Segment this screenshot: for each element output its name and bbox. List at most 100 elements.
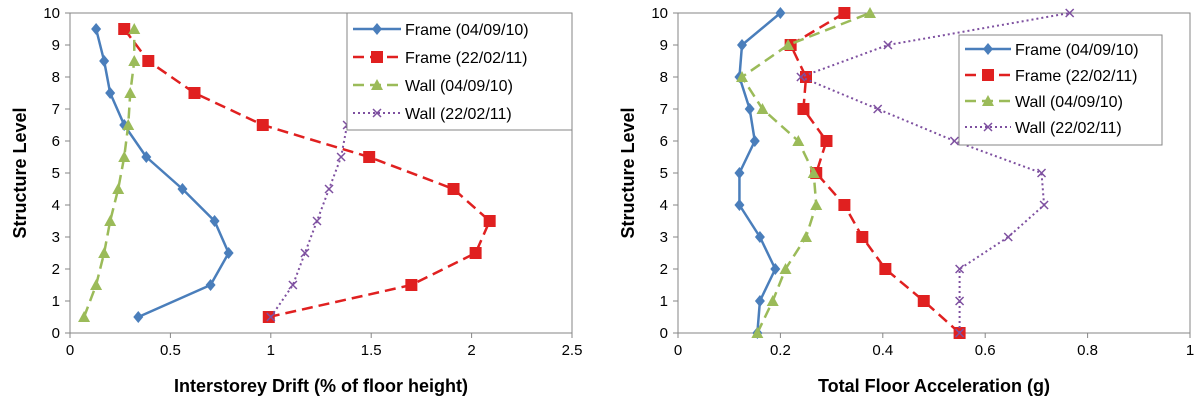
- x-tick-label: 0.5: [160, 342, 181, 359]
- data-point: [1065, 8, 1075, 18]
- data-point: [483, 215, 496, 227]
- series-line: [123, 28, 491, 319]
- data-point: [766, 295, 779, 306]
- x-tick-label: 1: [1186, 342, 1194, 359]
- legend-marker: [983, 43, 993, 55]
- x-tick-label: 0.4: [872, 342, 893, 359]
- y-tick-label: 4: [660, 197, 668, 214]
- data-point: [90, 279, 103, 290]
- data-point: [775, 7, 786, 19]
- data-point: [141, 151, 152, 163]
- data-point: [949, 136, 960, 146]
- y-tick-label: 6: [660, 133, 668, 150]
- legend-label: Wall (22/02/11): [1015, 120, 1122, 137]
- y-tick-label: 8: [52, 69, 60, 86]
- legend-marker: [372, 108, 382, 118]
- x-tick-label: 0: [674, 342, 682, 359]
- series-1: [91, 23, 234, 323]
- x-tick-label: 1.5: [361, 342, 382, 359]
- y-axis-title: Structure Level: [10, 107, 30, 238]
- data-point: [124, 87, 137, 98]
- data-point: [363, 151, 376, 163]
- y-tick-label: 9: [52, 37, 60, 54]
- series-3: [736, 7, 876, 338]
- y-tick-label: 0: [52, 325, 60, 342]
- x-tick-label: 2: [467, 342, 475, 359]
- x-tick-label: 2.5: [562, 342, 583, 359]
- y-tick-label: 7: [660, 101, 668, 118]
- x-axis-title: Total Floor Acceleration (g): [818, 376, 1050, 396]
- data-point: [734, 167, 745, 179]
- data-point: [751, 327, 764, 338]
- data-point: [78, 311, 91, 322]
- data-point: [288, 280, 298, 290]
- y-tick-label: 4: [52, 197, 60, 214]
- data-point: [112, 183, 125, 194]
- y-axis-title: Structure Level: [618, 107, 638, 238]
- data-point: [734, 199, 745, 211]
- series-line: [738, 12, 782, 334]
- data-point: [770, 263, 781, 275]
- data-point: [209, 215, 220, 227]
- data-point: [1003, 232, 1013, 242]
- data-point: [324, 184, 334, 194]
- y-tick-label: 2: [52, 261, 60, 278]
- data-point: [312, 216, 322, 226]
- series-3: [78, 23, 141, 322]
- y-tick-label: 10: [651, 5, 668, 22]
- data-point: [756, 103, 769, 114]
- data-point: [879, 263, 892, 275]
- legend-box: [346, 12, 573, 131]
- legend-label: Frame (04/09/10): [1015, 42, 1139, 59]
- y-tick-label: 9: [660, 37, 668, 54]
- series-2: [118, 23, 496, 323]
- data-point: [98, 247, 111, 258]
- legend-box: [958, 34, 1163, 146]
- legend-marker: [982, 95, 994, 106]
- series-line: [94, 28, 230, 319]
- y-tick-label: 3: [660, 229, 668, 246]
- series-1: [734, 7, 786, 339]
- data-point: [737, 39, 747, 51]
- legend: Frame (04/09/10) Frame (22/02/11) Wall (04…: [958, 34, 1163, 146]
- x-tick-label: 0.8: [1077, 342, 1098, 359]
- legend-marker: [372, 23, 382, 35]
- data-point: [838, 7, 851, 19]
- x-tick-label: 0.6: [975, 342, 996, 359]
- data-point: [1036, 168, 1047, 178]
- data-point: [336, 152, 346, 162]
- data-point: [128, 55, 141, 66]
- data-point: [744, 103, 755, 115]
- data-point: [856, 231, 869, 243]
- y-tick-label: 8: [660, 69, 668, 86]
- data-point: [133, 311, 144, 323]
- data-point: [792, 135, 805, 146]
- y-tick-label: 10: [43, 5, 60, 22]
- data-point: [779, 263, 792, 274]
- data-point: [91, 23, 102, 35]
- data-point: [796, 72, 806, 82]
- series-line: [740, 11, 871, 334]
- legend-marker: [371, 51, 383, 63]
- legend-marker: [982, 69, 994, 81]
- data-point: [105, 87, 116, 99]
- legend: Frame (04/09/10) Frame (22/02/11) Wall (04…: [346, 12, 573, 131]
- series-line: [82, 29, 136, 318]
- series-line: [789, 11, 961, 334]
- data-point: [300, 248, 310, 258]
- y-tick-label: 0: [660, 325, 668, 342]
- legend-label: Wall (04/09/10): [1015, 94, 1123, 111]
- data-point: [820, 135, 833, 147]
- y-tick-label: 6: [52, 133, 60, 150]
- data-point: [266, 312, 276, 322]
- data-point: [736, 71, 748, 82]
- data-point: [177, 183, 188, 195]
- data-point: [469, 247, 482, 259]
- y-tick-label: 7: [52, 101, 60, 118]
- data-point: [99, 55, 110, 67]
- data-point: [1039, 200, 1049, 210]
- data-point: [188, 87, 201, 99]
- data-point: [749, 135, 760, 147]
- legend-label: Frame (04/09/10): [405, 22, 529, 39]
